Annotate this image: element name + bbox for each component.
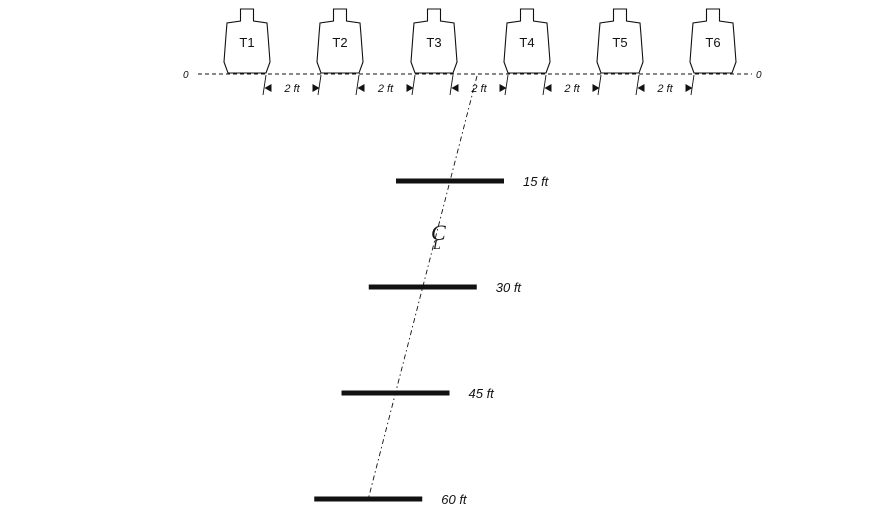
firing-lines-group: 15 ft 30 ft 45 ft 60 ft [314, 174, 550, 507]
target-4: T4 [503, 8, 551, 74]
dimension-leader-left [355, 74, 360, 96]
baseline-left-zero: 0 [183, 70, 189, 81]
target-label: T6 [705, 35, 720, 50]
spacing-dimension-4: 2 ft [542, 74, 602, 96]
centerline-symbol-c: C [431, 220, 446, 245]
spacing-label: 2 ft [563, 83, 580, 95]
target-silhouette [410, 8, 458, 74]
target-3: T3 [410, 8, 458, 74]
dimension-arrow-left [451, 84, 459, 92]
dimension-arrow-left [637, 84, 645, 92]
target-label: T3 [426, 35, 441, 50]
spacing-label: 2 ft [377, 83, 394, 95]
target-6: T6 [689, 8, 737, 74]
dimension-arrow-left [264, 84, 272, 92]
target-silhouette [316, 8, 364, 74]
spacing-dimensions: 2 ft 2 ft 2 ft 2 ft 2 ft [262, 74, 695, 96]
dimension-leader-right [411, 74, 416, 96]
spacing-dimension-3: 2 ft [449, 74, 509, 96]
target-5: T5 [596, 8, 644, 74]
target-label: T5 [612, 35, 627, 50]
spacing-dimension-1: 2 ft [262, 74, 322, 96]
dimension-arrow-right [592, 84, 600, 92]
dimension-arrow-right [406, 84, 414, 92]
dimension-arrow-left [544, 84, 552, 92]
firing-line-label: 45 ft [469, 386, 496, 401]
firing-line-60ft: 60 ft [314, 492, 468, 507]
targets-group: T1 T2 T3 T4 T5 T6 [223, 8, 737, 74]
spacing-dimension-5: 2 ft [635, 74, 695, 96]
firing-line-label: 15 ft [523, 174, 550, 189]
target-silhouette [689, 8, 737, 74]
target-2: T2 [316, 8, 364, 74]
dimension-arrow-right [499, 84, 507, 92]
target-silhouette [596, 8, 644, 74]
baseline-right-zero: 0 [756, 70, 762, 81]
spacing-label: 2 ft [656, 83, 673, 95]
dimension-leader-left [449, 74, 454, 96]
dimension-leader-left [262, 74, 267, 96]
dimension-leader-right [317, 74, 322, 96]
firing-line-label: 60 ft [441, 492, 468, 507]
range-centerline [367, 75, 478, 501]
target-silhouette [503, 8, 551, 74]
dimension-leader-right [504, 74, 509, 96]
spacing-label: 2 ft [283, 83, 300, 95]
firing-line-45ft: 45 ft [341, 386, 496, 401]
dimension-leader-left [635, 74, 640, 96]
firing-line-label: 30 ft [496, 280, 523, 295]
spacing-label: 2 ft [470, 83, 487, 95]
dimension-arrow-right [312, 84, 320, 92]
dimension-leader-left [542, 74, 547, 96]
target-1: T1 [223, 8, 271, 74]
target-label: T2 [332, 35, 347, 50]
dimension-leader-right [690, 74, 695, 96]
target-silhouette [223, 8, 271, 74]
dimension-leader-right [597, 74, 602, 96]
dimension-arrow-right [685, 84, 693, 92]
dimension-arrow-left [357, 84, 365, 92]
centerline-symbol: C L [431, 220, 446, 253]
firing-line-15ft: 15 ft [396, 174, 550, 189]
centerline-symbol-l: L [432, 238, 441, 253]
spacing-dimension-2: 2 ft [355, 74, 416, 96]
firing-line-30ft: 30 ft [368, 280, 523, 295]
target-label: T1 [239, 35, 254, 50]
target-label: T4 [519, 35, 534, 50]
